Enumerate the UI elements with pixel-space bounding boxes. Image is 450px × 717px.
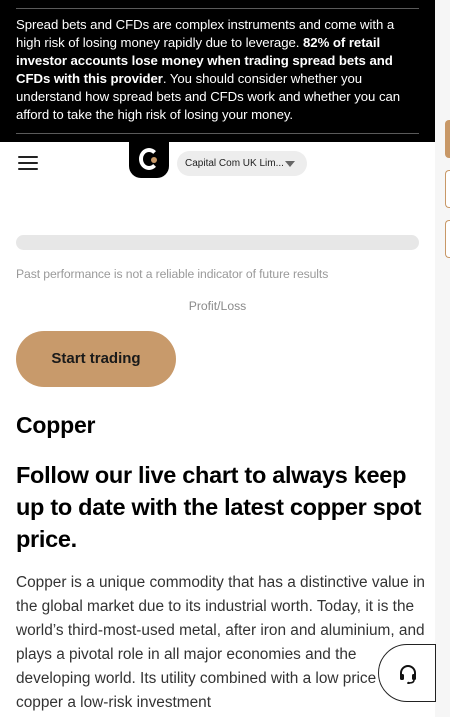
capital-com-logo[interactable] [129,142,169,178]
support-chat-button[interactable] [378,644,436,702]
divider [16,133,419,134]
risk-warning-bold: 82% of retail investor accounts lose mon… [16,35,393,86]
logo-dot [151,157,157,163]
side-tab[interactable] [445,120,450,158]
entity-selector-label: Capital Com UK Lim... [185,158,284,169]
risk-warning-text: Spread bets and CFDs are complex instrum… [16,17,401,122]
headset-icon [400,665,416,684]
divider [16,8,419,9]
performance-disclaimer: Past performance is not a reliable indic… [16,267,329,281]
caret-down-icon [285,161,295,167]
side-tab[interactable] [445,220,450,258]
entity-selector[interactable]: Capital Com UK Lim... [177,151,307,176]
page-title: Copper [16,412,96,438]
right-rail [435,0,450,717]
risk-warning-banner: Spread bets and CFDs are complex instrum… [0,0,435,142]
logo-c-shape [139,148,159,170]
side-tab[interactable] [445,170,450,208]
start-trading-button[interactable]: Start trading [16,331,176,387]
hamburger-menu-icon[interactable] [18,156,38,170]
description-text: Copper is a unique commodity that has a … [16,574,426,711]
page-subtitle: Follow our live chart to always keep up … [16,462,422,552]
chart-loading-bar [16,235,419,250]
profit-loss-label: Profit/Loss [188,299,247,313]
